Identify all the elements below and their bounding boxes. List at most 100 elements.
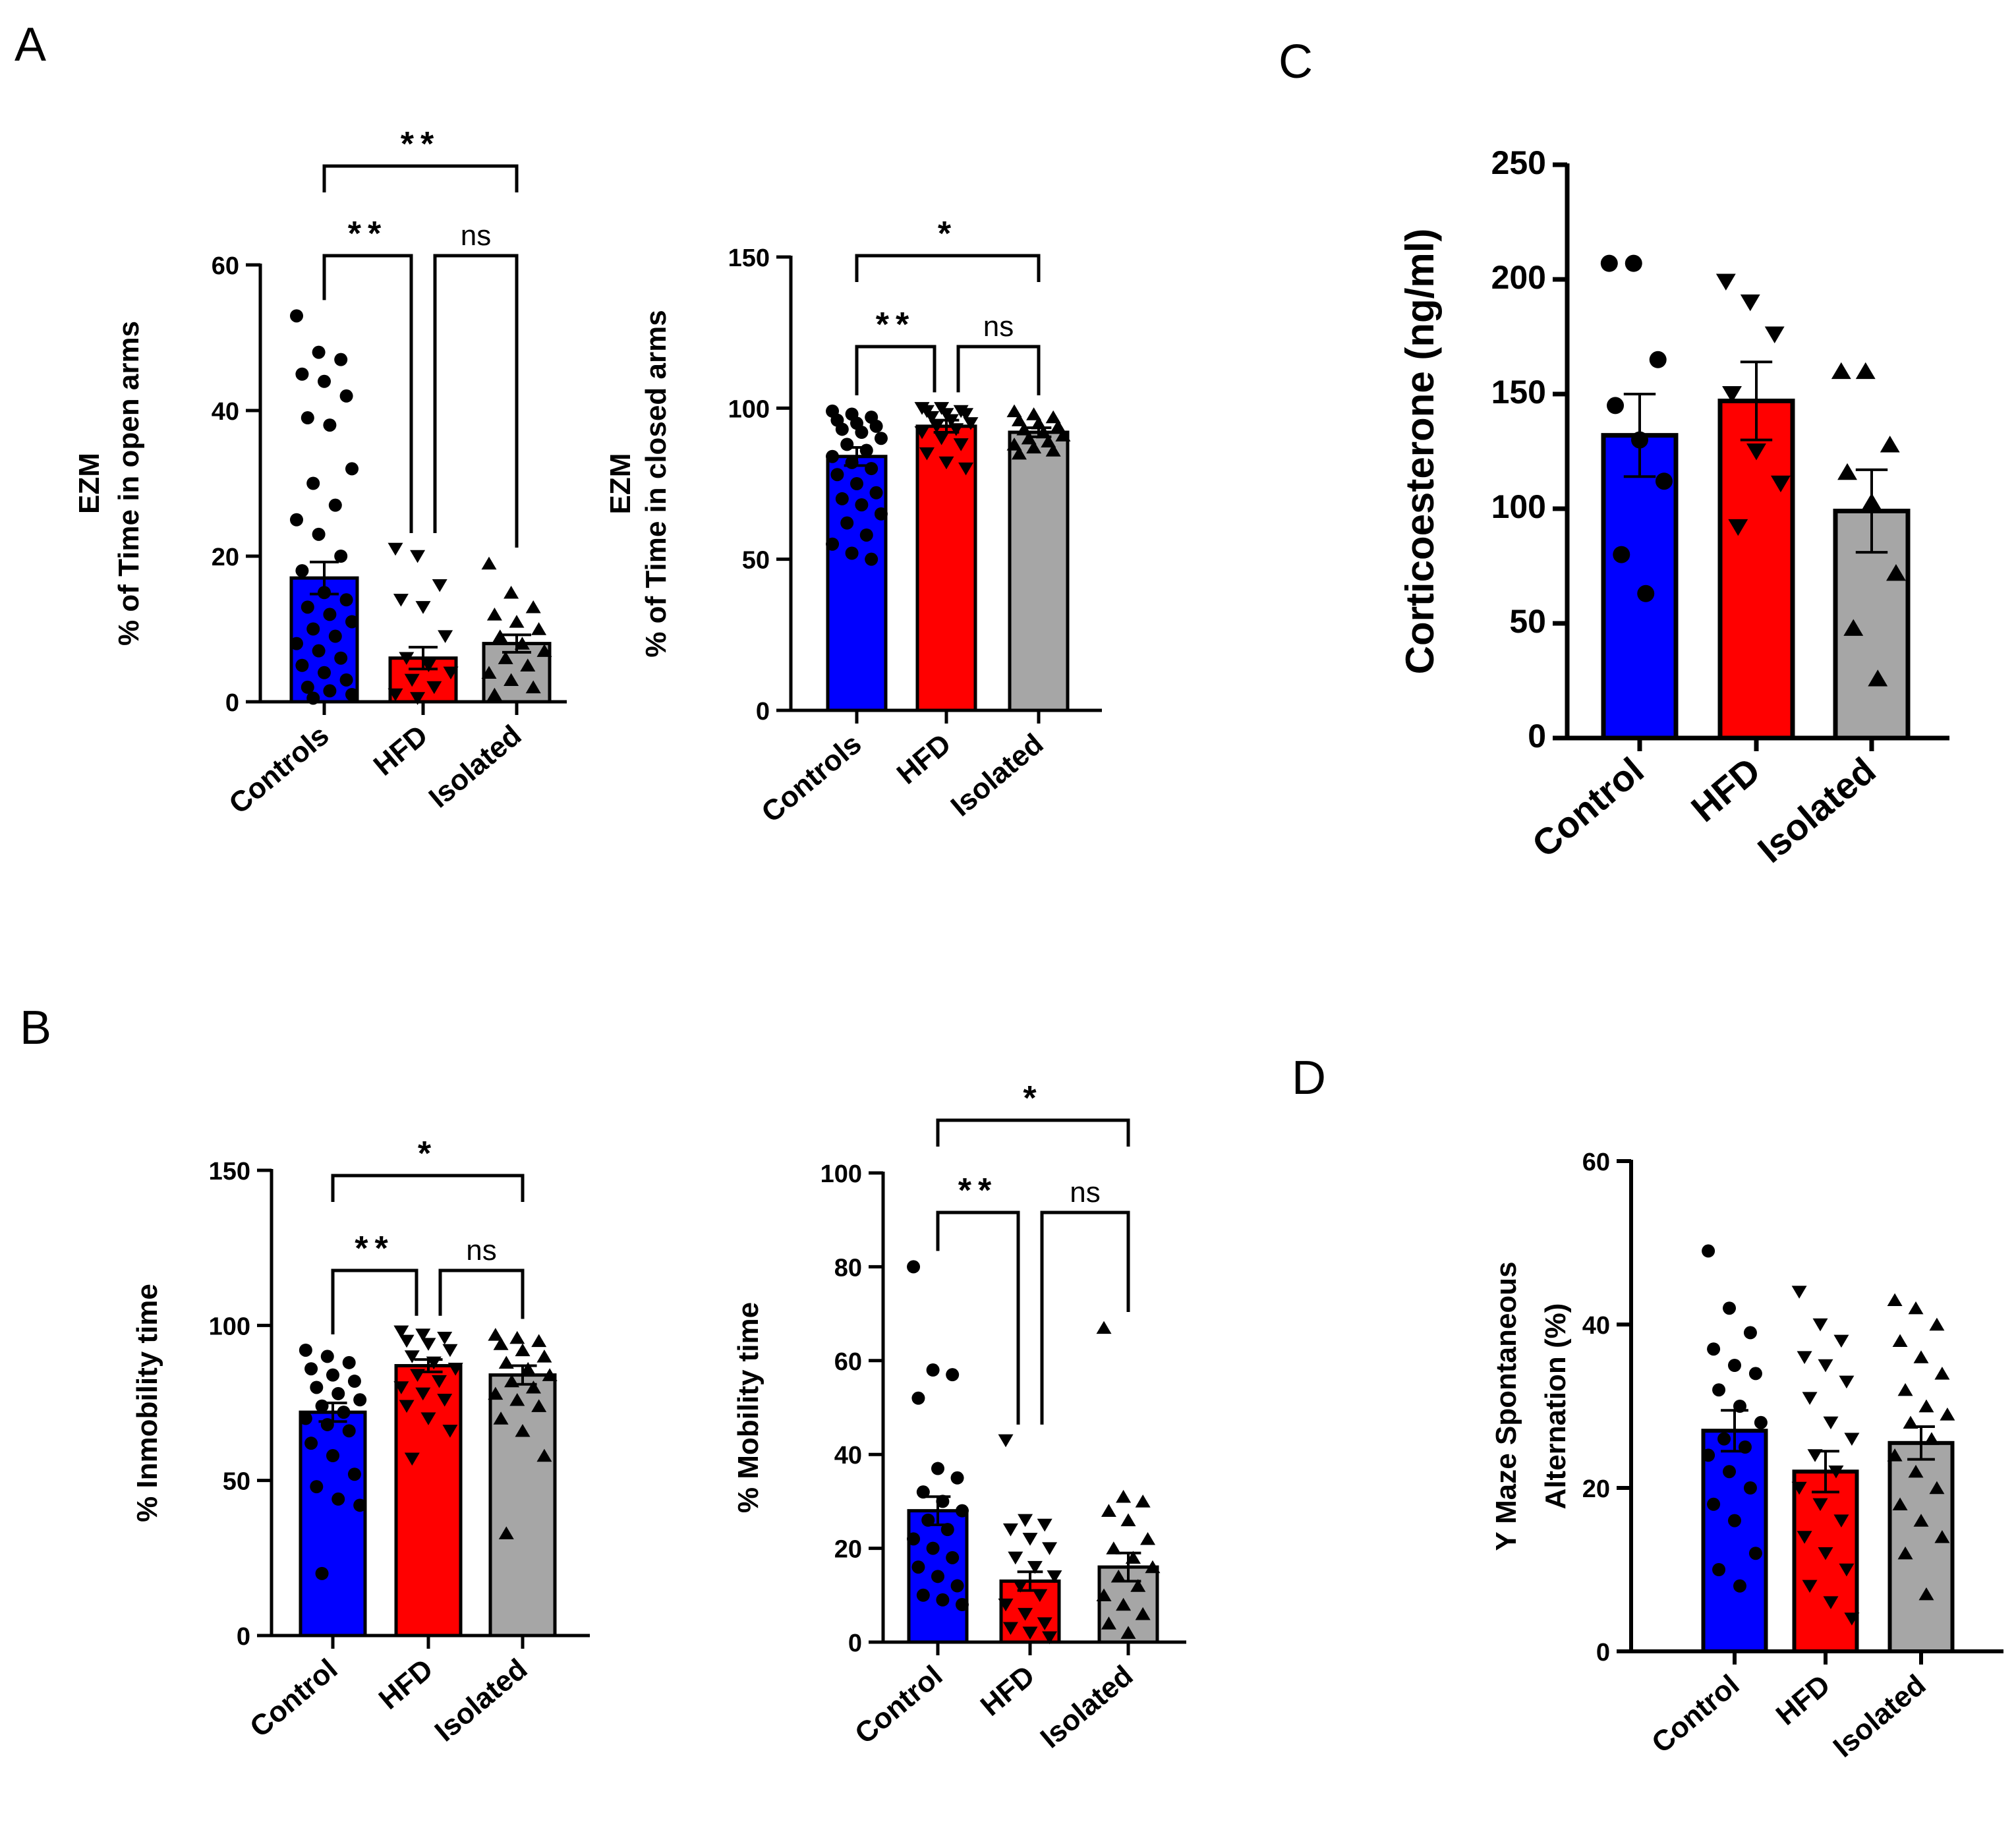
- data-point: [859, 443, 873, 457]
- data-point: [331, 1386, 345, 1400]
- significance-bracket: [956, 345, 1041, 395]
- data-point: [531, 1399, 547, 1412]
- data-point: [1022, 1533, 1038, 1546]
- y-axis-title: % of Time in closed arms: [640, 310, 672, 657]
- data-point: [353, 1498, 367, 1512]
- data-point: [1924, 1432, 1940, 1445]
- data-point: [840, 438, 854, 451]
- data-point: [1045, 443, 1061, 457]
- data-point: [1913, 1514, 1929, 1527]
- data-point: [531, 1334, 547, 1348]
- data-point: [1918, 1399, 1934, 1413]
- data-point: [504, 673, 519, 687]
- data-point: [1818, 1547, 1833, 1560]
- data-point: [1812, 1498, 1828, 1512]
- data-point: [1140, 1532, 1156, 1545]
- y-tick-label: 60: [212, 252, 239, 280]
- data-point: [998, 1598, 1014, 1612]
- data-point: [1844, 1612, 1860, 1626]
- data-point: [536, 644, 552, 657]
- data-point: [1106, 1541, 1122, 1554]
- x-tick-label: Control: [1524, 749, 1652, 865]
- data-point: [998, 1434, 1014, 1448]
- data-point: [916, 1485, 930, 1499]
- y-axis-title: % of Time in open arms: [113, 321, 145, 646]
- data-point: [1913, 1350, 1929, 1363]
- data-point: [835, 422, 849, 436]
- data-point: [399, 1400, 415, 1413]
- significance-bracket: [322, 254, 413, 533]
- data-point: [940, 1523, 954, 1537]
- data-point: [950, 1579, 964, 1593]
- data-point: [1011, 446, 1027, 460]
- y-tick-label: 20: [212, 544, 239, 571]
- y-tick-label: 0: [1528, 718, 1546, 755]
- y-axis-title: Alternation (%): [1540, 1303, 1572, 1510]
- x-tick-label: Control: [1646, 1668, 1745, 1759]
- data-point: [869, 419, 883, 433]
- y-tick-label: 80: [834, 1254, 862, 1282]
- data-point: [1016, 422, 1032, 436]
- x-tick-label: Isolated: [945, 727, 1050, 822]
- data-point: [339, 673, 353, 687]
- x-tick-label: Isolated: [429, 1653, 534, 1748]
- data-point: [404, 673, 420, 687]
- data-point: [525, 600, 541, 613]
- data-point: [911, 1560, 925, 1574]
- significance-bracket: [936, 1211, 1020, 1425]
- y-axis-title: EZM: [604, 453, 637, 515]
- data-point: [328, 629, 342, 643]
- data-point: [339, 593, 353, 607]
- data-point: [1839, 1563, 1855, 1577]
- y-axis-title: % Inmobility time: [131, 1284, 163, 1522]
- data-point: [312, 644, 326, 658]
- data-point: [1012, 1580, 1028, 1593]
- data-point: [290, 513, 303, 527]
- data-point: [388, 688, 403, 702]
- data-point: [1116, 1489, 1132, 1503]
- x-tick-label: Control: [849, 1659, 948, 1750]
- data-point: [1101, 1616, 1116, 1630]
- y-tick-label: 40: [834, 1442, 862, 1469]
- data-point: [509, 1392, 525, 1406]
- data-point: [442, 1344, 458, 1357]
- data-point: [1886, 563, 1906, 581]
- y-tick-label: 150: [728, 244, 770, 272]
- data-point: [1771, 475, 1791, 493]
- data-point: [963, 417, 979, 430]
- data-point: [1008, 1551, 1023, 1565]
- data-point: [1754, 1415, 1768, 1429]
- data-point: [1712, 1383, 1726, 1397]
- data-point: [514, 637, 530, 650]
- data-point: [1051, 419, 1066, 433]
- data-point: [835, 492, 849, 505]
- x-tick-label: Control: [244, 1653, 343, 1744]
- data-point: [488, 1328, 504, 1341]
- data-point: [1887, 1293, 1903, 1306]
- data-point: [1011, 413, 1027, 426]
- y-tick-label: 100: [821, 1160, 862, 1188]
- y-axis-title: Corticoesterone (ng/ml): [1398, 229, 1442, 675]
- data-point: [1006, 404, 1022, 418]
- data-point: [498, 1526, 514, 1539]
- data-point: [295, 658, 309, 672]
- y-tick-label: 150: [1491, 374, 1546, 411]
- data-point: [323, 608, 337, 621]
- data-point: [1897, 1546, 1913, 1560]
- data-point: [486, 687, 502, 701]
- data-point: [859, 528, 873, 542]
- data-point: [955, 1504, 969, 1518]
- panel-letter-a: A: [14, 18, 46, 71]
- data-point: [958, 408, 974, 421]
- data-point: [536, 1448, 552, 1462]
- y-tick-label: 40: [212, 398, 239, 426]
- data-point: [1722, 386, 1742, 403]
- data-point: [334, 550, 348, 563]
- data-point: [958, 462, 974, 476]
- data-point: [865, 552, 878, 566]
- data-point: [437, 1394, 453, 1407]
- data-point: [432, 579, 447, 592]
